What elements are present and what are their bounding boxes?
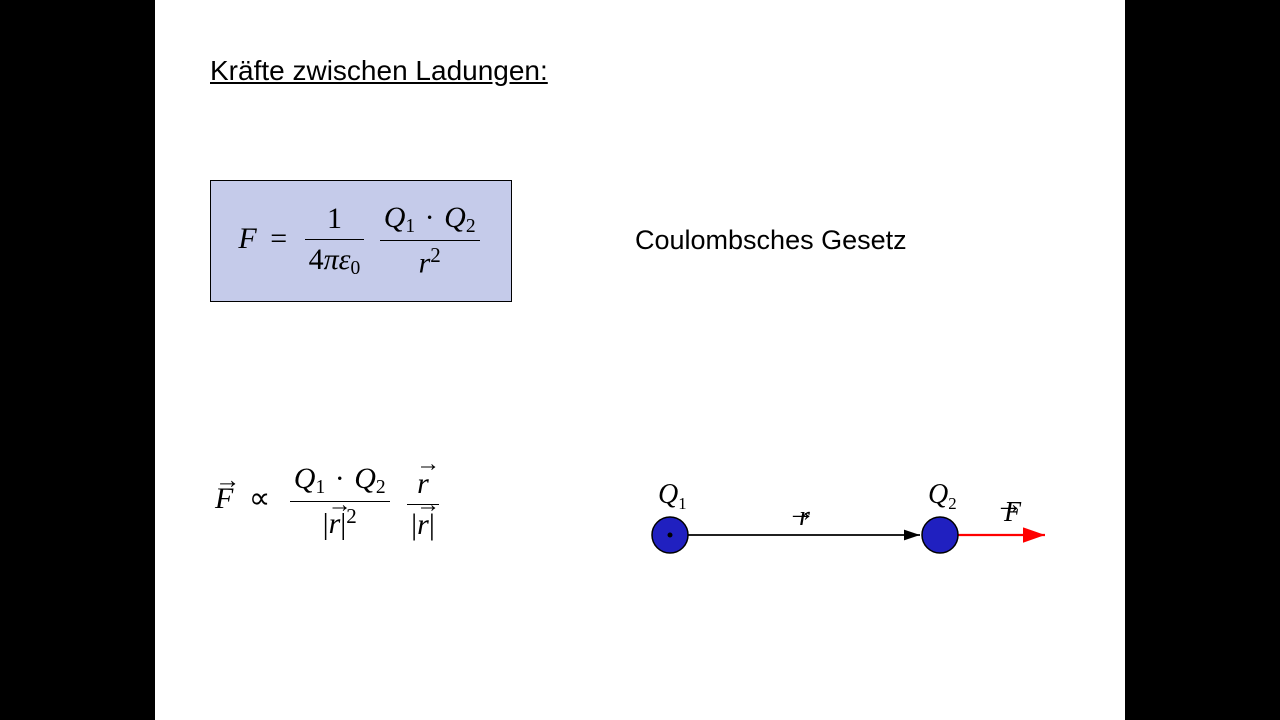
sym-propto: ∝	[249, 482, 270, 515]
den-4pie0: 4πε0	[305, 240, 365, 280]
sym-equals: =	[270, 222, 287, 255]
svg-text:F: F	[1003, 497, 1022, 528]
frac-one-over-4pie0: 1 4πε0	[305, 201, 365, 280]
frac-r-over-abs-r: r |r|	[407, 460, 439, 543]
sym-F: F	[238, 222, 256, 255]
svg-text:Q1: Q1	[658, 479, 687, 513]
den-abs-r: |r|	[407, 505, 439, 543]
diagram-svg: Q1Q2→r→F	[625, 450, 1085, 590]
frac-q1q2-over-r2: Q1 · Q2 r2	[380, 200, 480, 282]
page-title: Kräfte zwischen Ladungen:	[210, 55, 548, 87]
svg-text:r: r	[799, 501, 810, 532]
coulomb-formula-box: F = 1 4πε0 Q1 · Q2 r2	[210, 180, 512, 302]
coulomb-law-label: Coulombsches Gesetz	[635, 225, 907, 256]
num-1: 1	[305, 201, 365, 240]
sym-F-vec: F	[215, 482, 233, 516]
num-q1q2: Q1 · Q2	[380, 200, 480, 241]
frac-q1q2-over-r2-vec: Q1 · Q2 |r|2	[290, 461, 390, 543]
den-abs-r-sq: |r|2	[290, 502, 390, 543]
vector-formula: F ∝ Q1 · Q2 |r|2 r |r|	[215, 482, 443, 515]
svg-text:Q2: Q2	[928, 479, 957, 513]
two-charge-diagram: Q1Q2→r→F	[625, 450, 1085, 590]
slide: Kräfte zwischen Ladungen: F = 1 4πε0 Q1 …	[155, 0, 1125, 720]
coulomb-formula: F = 1 4πε0 Q1 · Q2 r2	[238, 200, 483, 282]
den-r2: r2	[380, 241, 480, 282]
vector-formula-wrap: F ∝ Q1 · Q2 |r|2 r |r|	[215, 460, 443, 543]
